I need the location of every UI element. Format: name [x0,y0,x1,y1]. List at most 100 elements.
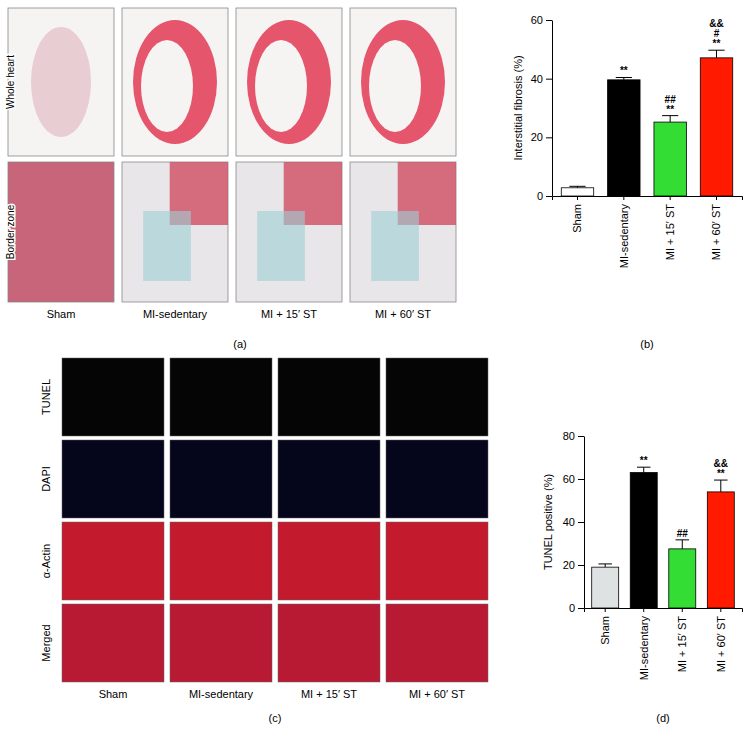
image-frame [62,440,164,518]
heart-shape [361,20,445,144]
tick-mark [546,137,552,138]
tick-mark [578,436,584,437]
error-bar-stem [643,467,644,472]
tissue-shape [257,211,305,281]
tick-label: MI + 60′ ST [715,616,727,672]
tick-mark [716,196,717,200]
image-cell [8,162,114,302]
column-label: Sham [99,688,128,700]
bar [654,122,686,196]
panel-c: TUNELDAPIα-ActinMergedShamMI-sedentaryMI… [40,358,488,724]
column-label: MI-sedentary [143,308,208,320]
image-frame [236,8,342,156]
tick: 20 [563,559,584,571]
image-frame [122,162,228,302]
tick-label: 80 [563,430,575,442]
image-cell [350,162,456,302]
row-label: Merged [40,624,52,661]
error-bar-cap [598,563,611,564]
tick-label: Sham [599,616,611,645]
tick-label: MI-sedentary [638,616,650,681]
y-axis-title: TUNEL positive (%) [542,474,554,570]
annotation: ** [717,468,725,479]
tick-label: 0 [569,602,575,614]
figure: Whole heartBorder zoneShamMI-sedentaryMI… [0,0,754,732]
error-bar [637,467,650,472]
column-label: MI + 15′ ST [261,308,317,320]
heart-shape [141,40,193,132]
image-cell [236,162,342,302]
column-label: Sham [47,308,76,320]
image-frame [386,604,488,682]
image-frame [386,522,488,600]
column-label: MI + 15′ ST [301,688,357,700]
tick: MI-sedentary [618,196,630,268]
tick-mark [578,608,584,609]
column-label: MI + 60′ ST [409,688,465,700]
tick: MI + 60′ ST [715,608,727,672]
tick-mark [670,196,671,200]
error-bar-stem [716,50,717,58]
tick-mark [682,608,683,612]
panel-label: (d) [656,712,669,724]
image-frame [62,522,164,600]
bar [561,188,593,196]
image-frame [170,440,272,518]
tick-label: 60 [563,473,575,485]
tick: 60 [531,14,552,26]
image-cell [122,162,228,302]
bar [707,492,734,608]
image-cell [122,8,228,156]
plot-marks [592,467,735,608]
heart-shape [133,20,217,144]
row-label: TUNEL [40,379,52,415]
image-frame [122,8,228,156]
axis-line [552,21,553,197]
bar [700,58,732,196]
heart-shape [31,27,91,137]
axis-line [553,197,743,201]
bar [630,473,657,608]
bar [592,567,619,608]
image-frame [170,604,272,682]
annotation: ** [666,104,674,115]
error-bar-cap [708,50,724,51]
error-bar [662,116,678,122]
error-bar-stem [720,480,721,492]
error-bar-stem [682,540,683,549]
x-axis: ShamMI-sedentaryMI + 15′ STMI + 60′ ST [553,196,743,268]
panel-a: Whole heartBorder zoneShamMI-sedentaryMI… [5,8,456,350]
tick: 0 [569,602,584,614]
image-frame [278,358,380,436]
tick: 0 [537,190,552,202]
y-axis-title: Interstitial fibrosis (%) [512,55,524,160]
error-bar-cap [714,480,727,481]
heart-shape [255,40,307,132]
panel-label: (a) [233,338,246,350]
image-frame [8,8,114,156]
tick-mark [578,479,584,480]
tick-label: 20 [563,559,575,571]
error-bar-cap [676,539,689,540]
tick-mark [546,196,552,197]
annotation: ** [620,65,628,76]
plot-marks [561,50,732,196]
tick-mark [643,608,644,612]
tick-label: MI + 15′ ST [676,616,688,672]
tick-label: MI + 15′ ST [664,204,676,260]
tick: MI + 15′ ST [676,608,688,672]
tick: 40 [531,73,552,85]
tissue-shape [143,211,191,281]
image-frame [236,162,342,302]
tick: Sham [599,608,611,645]
annotation: ** [713,38,721,49]
axis-line [584,437,585,609]
x-axis: Sham MI-sedentary MI + 15′ ST MI + 60′ ST [585,608,743,680]
error-bar-cap [662,115,678,116]
image-frame [350,162,456,302]
row-label: Border zone [5,204,16,259]
column-label: MI-sedentary [189,688,254,700]
panel-label: (b) [640,338,653,350]
image-frame [8,162,114,302]
error-bar [616,77,632,79]
